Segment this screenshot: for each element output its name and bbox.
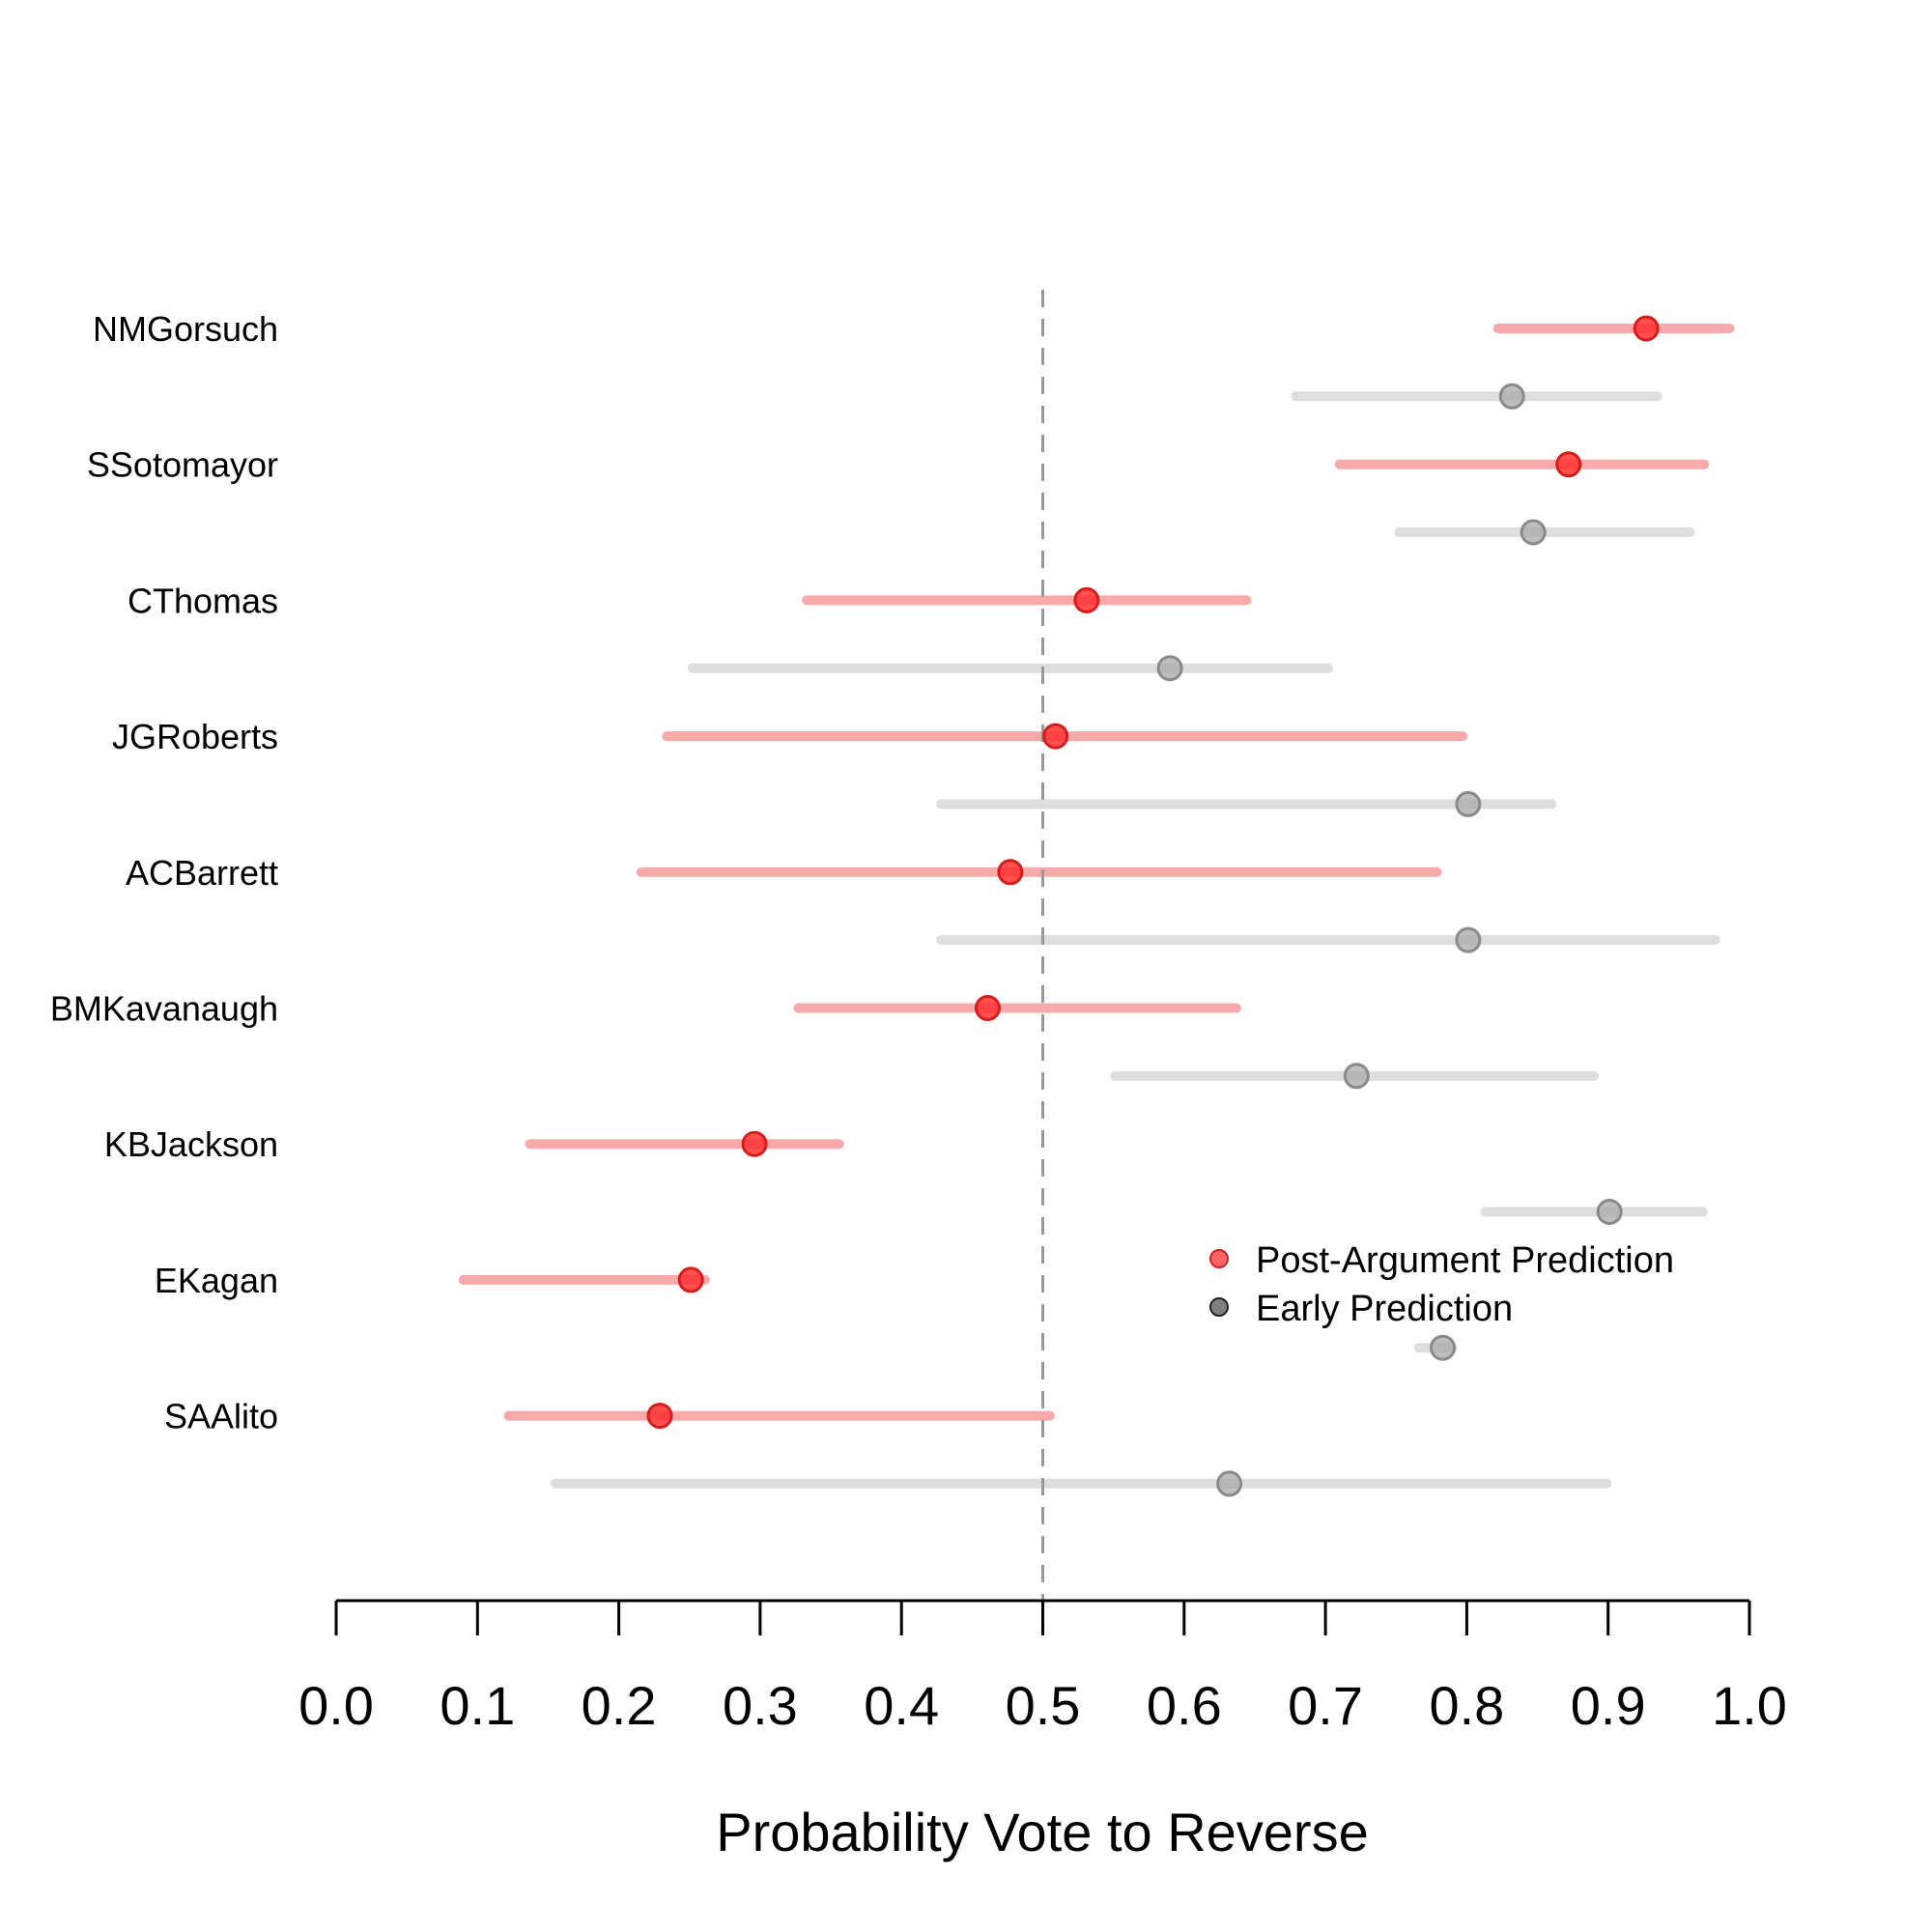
justice-label: KBJackson bbox=[104, 1124, 278, 1164]
x-axis-label: Probability Vote to Reverse bbox=[716, 1802, 1368, 1862]
legend: Post-Argument Prediction Early Predictio… bbox=[1209, 1240, 1674, 1329]
post-point bbox=[677, 1266, 704, 1293]
post-point bbox=[741, 1130, 768, 1157]
post-point bbox=[1042, 723, 1069, 750]
x-tick-label: 0.4 bbox=[864, 1675, 939, 1736]
x-tick-label: 0.9 bbox=[1571, 1675, 1646, 1736]
early-point bbox=[1596, 1199, 1623, 1225]
x-tick-label: 0.8 bbox=[1429, 1675, 1504, 1736]
justice-label: SAAlito bbox=[164, 1397, 278, 1436]
x-tick-label: 1.0 bbox=[1712, 1675, 1787, 1736]
post-point bbox=[1073, 586, 1100, 613]
justice-label: JGRoberts bbox=[112, 717, 278, 756]
early-point bbox=[1216, 1470, 1243, 1497]
legend-early-marker bbox=[1209, 1297, 1229, 1317]
early-point bbox=[1430, 1334, 1457, 1361]
interval-layer bbox=[458, 324, 1735, 1489]
legend-post-marker bbox=[1209, 1249, 1229, 1268]
early-point bbox=[1520, 519, 1547, 546]
point-layer bbox=[646, 315, 1660, 1497]
post-point bbox=[997, 859, 1024, 886]
x-axis: 0.0 0.1 0.2 0.3 0.4 0.5 0.6 0.7 0.8 0.9 1.0 bbox=[298, 1599, 1787, 1736]
x-tick-label: 0.0 bbox=[298, 1675, 374, 1736]
early-point bbox=[1498, 383, 1525, 410]
post-point bbox=[974, 995, 1001, 1021]
legend-early-label: Early Prediction bbox=[1256, 1289, 1513, 1329]
justice-label: ACBarrett bbox=[126, 853, 278, 893]
justice-label: NMGorsuch bbox=[93, 309, 278, 349]
post-point bbox=[1633, 315, 1660, 342]
post-point bbox=[646, 1403, 673, 1430]
justice-label: CThomas bbox=[128, 581, 278, 620]
legend-post-label: Post-Argument Prediction bbox=[1256, 1240, 1674, 1281]
early-point bbox=[1455, 790, 1482, 817]
justice-label: BMKavanaugh bbox=[50, 989, 278, 1029]
post-point bbox=[1555, 451, 1582, 478]
x-tick-label: 0.6 bbox=[1147, 1675, 1222, 1736]
early-point bbox=[1343, 1063, 1370, 1090]
early-point bbox=[1455, 926, 1482, 953]
x-tick-label: 0.7 bbox=[1288, 1675, 1363, 1736]
early-point bbox=[1156, 655, 1183, 682]
x-tick-label: 0.3 bbox=[723, 1675, 798, 1736]
justice-labels: NMGorsuch SSotomayor CThomas JGRoberts ACBar… bbox=[50, 309, 278, 1436]
x-tick-label: 0.1 bbox=[440, 1675, 515, 1736]
justice-label: EKagan bbox=[155, 1261, 278, 1300]
x-tick-label: 0.5 bbox=[1006, 1675, 1081, 1736]
justice-label: SSotomayor bbox=[87, 445, 278, 485]
x-tick-label: 0.2 bbox=[582, 1675, 657, 1736]
